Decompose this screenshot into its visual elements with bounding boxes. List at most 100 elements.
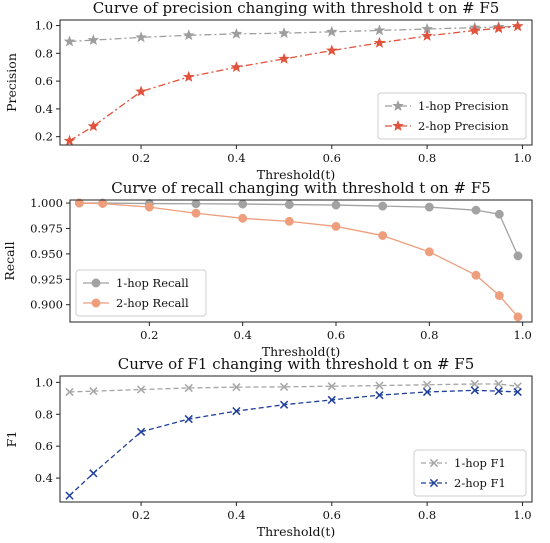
- x-tick-label: 1.0: [514, 328, 532, 342]
- data-point: [494, 379, 503, 389]
- x-axis-label: Threshold(t): [262, 344, 341, 359]
- legend-label: 2-hop Recall: [116, 296, 189, 310]
- legend-label: 1-hop Recall: [116, 276, 189, 290]
- legend-swatch-marker: [429, 478, 439, 488]
- y-axis-label: F1: [4, 431, 19, 448]
- legend-label: 2-hop Precision: [418, 119, 509, 133]
- data-point: [513, 387, 522, 397]
- data-point: [238, 199, 248, 209]
- data-point: [65, 491, 74, 500]
- x-tick-label: 1.0: [513, 508, 531, 522]
- plot-frame: [69, 199, 533, 323]
- data-point: [279, 400, 289, 409]
- data-point: [89, 387, 98, 396]
- legend: 1-hop Precision 2-hop Precision: [377, 92, 527, 140]
- y-tick-label: 0.900: [30, 298, 63, 312]
- series-line-2: [79, 202, 519, 318]
- data-point: [65, 387, 74, 397]
- x-tick-label: 0.4: [227, 151, 245, 165]
- legend-label: 1-hop F1: [454, 456, 506, 470]
- plot-frame: [59, 19, 533, 146]
- data-point: [191, 208, 201, 218]
- data-point: [513, 312, 523, 322]
- y-axis-label: Recall: [2, 241, 17, 280]
- y-tick-label: 1.0: [35, 375, 53, 389]
- data-point: [471, 270, 481, 280]
- y-tick-label: 0.4: [35, 102, 53, 116]
- y-tick-label: 0.2: [35, 130, 53, 144]
- data-point: [326, 44, 338, 56]
- x-axis-label: Threshold(t): [257, 167, 336, 182]
- data-point: [494, 291, 504, 301]
- chart-title: Curve of precision changing with thresho…: [93, 0, 500, 17]
- series-line-2: [69, 25, 518, 142]
- data-point: [184, 414, 193, 424]
- chart-panel-3: Curve of F1 changing with threshold t on…: [4, 355, 533, 539]
- data-point: [232, 383, 241, 392]
- legend-label: 2-hop F1: [454, 476, 506, 490]
- data-point: [87, 120, 100, 132]
- data-point: [279, 382, 289, 391]
- data-point: [284, 200, 294, 210]
- data-point: [469, 24, 481, 36]
- data-point: [98, 199, 108, 209]
- y-tick-label: 0.6: [35, 74, 53, 88]
- chart-panel-1: Curve of precision changing with thresho…: [4, 0, 533, 182]
- x-tick-label: 0.6: [327, 328, 345, 342]
- data-point: [232, 406, 241, 416]
- y-tick-label: 0.950: [30, 247, 63, 261]
- data-point: [511, 20, 524, 32]
- x-axis-label: Threshold(t): [257, 524, 336, 539]
- data-point: [327, 395, 336, 405]
- data-point: [278, 27, 290, 39]
- series-line-1: [79, 202, 519, 257]
- data-point: [331, 221, 341, 231]
- data-point: [424, 202, 434, 212]
- series-line-2: [69, 389, 518, 497]
- legend-box: [377, 92, 527, 140]
- data-point: [421, 29, 433, 41]
- data-point: [373, 36, 386, 48]
- legend-swatch-marker: [392, 99, 404, 111]
- data-point: [327, 382, 336, 391]
- data-point: [63, 35, 76, 47]
- series-line-1: [69, 25, 518, 43]
- y-axis-label: Precision: [4, 53, 19, 112]
- data-point: [87, 34, 100, 46]
- data-point: [513, 251, 523, 261]
- x-tick-label: 0.2: [132, 508, 150, 522]
- x-tick-label: 1.0: [513, 151, 531, 165]
- data-point: [182, 29, 195, 41]
- plot-frame: [59, 375, 533, 503]
- data-point: [191, 199, 201, 209]
- data-point: [494, 209, 504, 219]
- data-point: [422, 387, 432, 397]
- data-point: [378, 201, 388, 211]
- y-tick-label: 0.8: [35, 46, 53, 60]
- data-point: [378, 231, 388, 241]
- y-tick-label: 0.975: [30, 221, 63, 235]
- legend-swatch-marker: [91, 278, 101, 288]
- y-tick-label: 0.8: [35, 407, 53, 421]
- x-tick-label: 0.6: [323, 151, 341, 165]
- chart-title: Curve of F1 changing with threshold t on…: [118, 355, 475, 373]
- data-point: [135, 31, 147, 43]
- legend: 1-hop F1 2-hop F1: [413, 449, 527, 497]
- legend-swatch-marker: [429, 458, 439, 468]
- data-point: [424, 247, 434, 257]
- data-point: [136, 385, 146, 394]
- legend: 1-hop Recall 2-hop Recall: [75, 269, 207, 317]
- data-point: [230, 27, 243, 39]
- data-point: [238, 213, 248, 223]
- data-point: [492, 22, 505, 34]
- data-point: [373, 24, 386, 36]
- data-point: [182, 70, 195, 82]
- x-tick-label: 0.6: [323, 508, 341, 522]
- legend-box: [413, 449, 527, 497]
- x-tick-label: 0.4: [227, 508, 245, 522]
- data-point: [471, 205, 481, 215]
- legend-swatch-marker: [392, 119, 404, 131]
- data-point: [184, 383, 193, 393]
- data-point: [230, 61, 243, 73]
